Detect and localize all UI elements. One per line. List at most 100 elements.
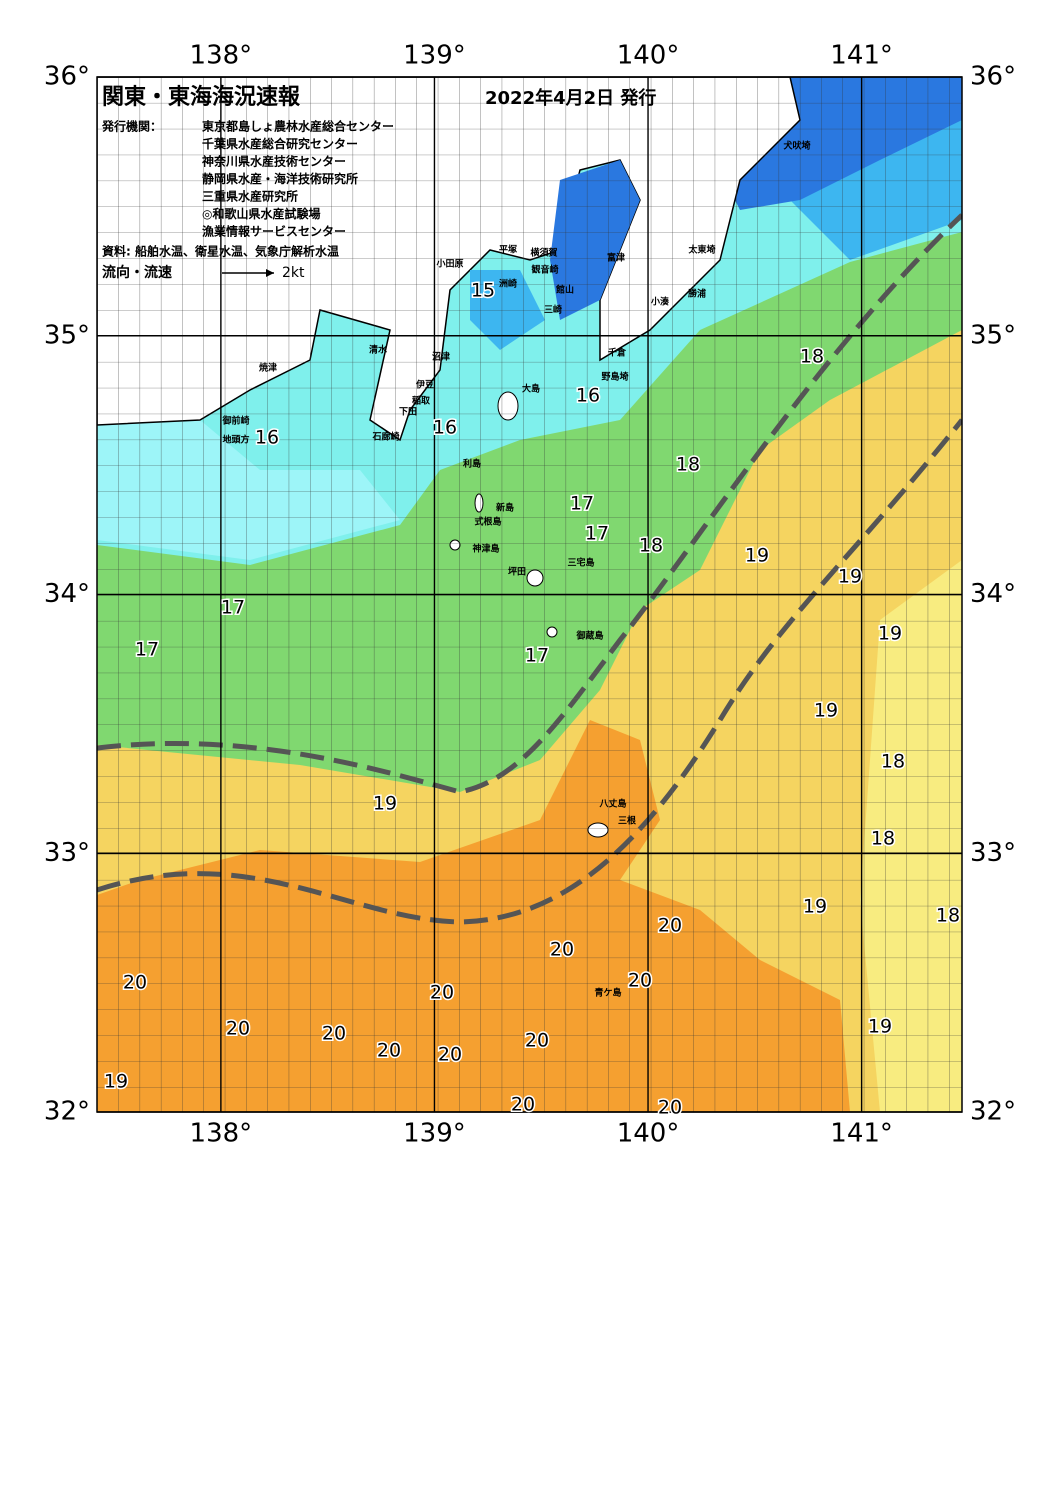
place-name: 観音崎 <box>531 264 558 276</box>
issuer-label: 発行機関： <box>101 119 162 134</box>
place-name: 地頭方 <box>222 434 249 446</box>
arrow-head <box>266 269 274 277</box>
temperature-label: 19 <box>838 566 862 588</box>
kuroshio-path <box>97 213 962 795</box>
temperature-label: 16 <box>255 427 279 449</box>
temperature-label: 20 <box>123 972 147 994</box>
lon-label: 141° <box>830 1119 893 1149</box>
temperature-label: 20 <box>658 915 682 937</box>
issuer: 千葉県水産総合研究センター <box>202 136 358 151</box>
issuer: 漁業情報サービスセンター <box>202 224 346 239</box>
temperature-label: 17 <box>135 639 159 661</box>
lon-label: 138° <box>190 1119 253 1149</box>
lat-label: 32° <box>970 1097 1016 1127</box>
temperature-label: 16 <box>433 417 457 439</box>
lon-label: 140° <box>617 41 680 71</box>
kuroshio-path <box>97 418 962 925</box>
place-name: 焼津 <box>259 362 277 374</box>
lat-label: 32° <box>44 1097 90 1127</box>
place-name: 富津 <box>607 252 625 264</box>
temperature-label: 19 <box>803 896 827 918</box>
temperature-label: 18 <box>936 905 960 927</box>
temperature-label: 19 <box>878 623 902 645</box>
place-name: 新島 <box>496 502 514 514</box>
temperature-label: 15 <box>471 280 495 302</box>
temperature-label: 18 <box>639 535 663 557</box>
place-name: 三崎 <box>544 304 562 316</box>
temperature-label: 18 <box>871 828 895 850</box>
temperature-label: 17 <box>585 523 609 545</box>
temperature-label: 18 <box>800 346 824 368</box>
temperature-label: 19 <box>868 1016 892 1038</box>
place-name: 八丈島 <box>598 798 626 810</box>
lon-label: 141° <box>830 41 893 71</box>
temperature-label: 20 <box>550 939 574 961</box>
issue-date: 2022年4月2日 発行 <box>485 87 656 109</box>
place-name: 三根 <box>618 815 637 827</box>
title: 関東・東海海況速報 <box>102 84 301 110</box>
place-name: 館山 <box>555 284 574 296</box>
current-scale: 2kt <box>282 265 305 281</box>
place-name: 坪田 <box>508 566 526 578</box>
temperature-label: 17 <box>525 645 549 667</box>
place-name: 太東埼 <box>687 244 715 256</box>
place-name: 沼津 <box>432 351 450 363</box>
place-name: 横須賀 <box>530 247 557 259</box>
temperature-label: 20 <box>430 982 454 1004</box>
temperature-label: 20 <box>377 1040 401 1062</box>
temperature-label: 19 <box>745 545 769 567</box>
temperature-label: 20 <box>628 970 652 992</box>
issuer: 三重県水産研究所 <box>202 189 298 204</box>
temperature-label: 19 <box>814 700 838 722</box>
temperature-label: 20 <box>511 1094 535 1116</box>
lat-label: 36° <box>44 62 90 92</box>
place-name: 小湊 <box>650 296 670 308</box>
place-name: 石廊崎 <box>371 431 399 443</box>
issuer: 神奈川県水産技術センター <box>202 154 346 169</box>
place-name: 神津島 <box>472 543 499 555</box>
lon-label: 140° <box>617 1119 680 1149</box>
lon-label: 138° <box>190 41 253 71</box>
place-name: 御前崎 <box>221 415 249 427</box>
place-name: 伊豆 <box>415 379 434 391</box>
lat-label: 35° <box>44 320 90 350</box>
temperature-label: 20 <box>525 1030 549 1052</box>
temperature-label: 19 <box>104 1071 128 1093</box>
temperature-label: 20 <box>322 1023 346 1045</box>
issuer: ◎和歌山県水産試験場 <box>202 206 320 221</box>
lat-label: 34° <box>970 579 1016 609</box>
place-name: 勝浦 <box>688 288 706 300</box>
temperature-label: 19 <box>373 793 397 815</box>
place-name: 平塚 <box>499 244 517 256</box>
lat-label: 33° <box>44 838 90 868</box>
lat-label: 36° <box>970 62 1016 92</box>
place-name: 野島埼 <box>601 371 628 383</box>
temperature-label: 16 <box>576 385 600 407</box>
place-name: 式根島 <box>474 516 501 528</box>
place-name: 大島 <box>522 383 540 395</box>
place-name: 稲取 <box>412 395 431 407</box>
place-name: 清水 <box>369 344 388 356</box>
temperature-label: 18 <box>881 751 905 773</box>
lon-label: 139° <box>403 1119 466 1149</box>
lat-label: 35° <box>970 320 1016 350</box>
temperature-label: 20 <box>438 1044 462 1066</box>
issuer: 静岡県水産・海洋技術研究所 <box>202 171 358 186</box>
place-name: 利島 <box>462 458 481 470</box>
place-name: 小田原 <box>435 258 463 270</box>
lat-label: 34° <box>44 579 90 609</box>
place-name: 洲崎 <box>499 278 517 290</box>
temperature-label: 18 <box>676 454 700 476</box>
temperature-label: 20 <box>658 1097 682 1119</box>
temperature-label: 17 <box>570 493 594 515</box>
temperature-label: 17 <box>221 597 245 619</box>
current-label: 流向・流速 <box>102 264 172 281</box>
place-name: 御蔵島 <box>575 630 603 642</box>
place-name: 三宅島 <box>567 557 594 569</box>
place-name: 犬吠埼 <box>782 140 810 152</box>
lon-label: 139° <box>403 41 466 71</box>
place-name: 青ケ島 <box>594 987 621 999</box>
issuer: 東京都島しょ農林水産総合センター <box>202 119 394 134</box>
